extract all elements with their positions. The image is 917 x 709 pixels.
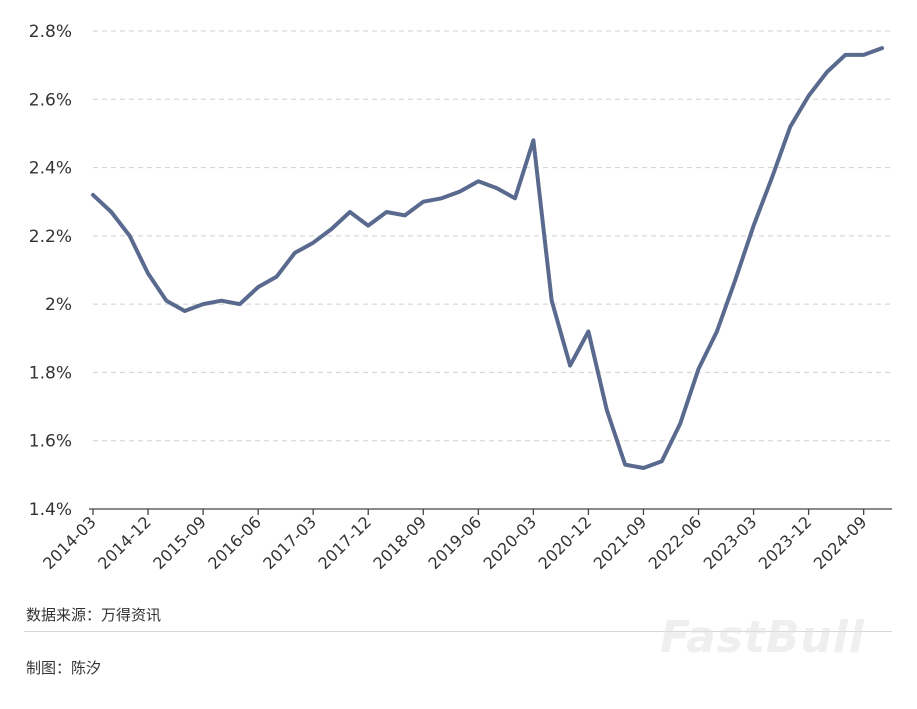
series-line: [91, 46, 884, 470]
y-tick-label: 2.6%: [29, 90, 72, 110]
x-tick-label: 2015-09: [149, 512, 210, 573]
x-tick-label: 2014-03: [39, 512, 100, 573]
x-axis: 2014-032014-122015-092016-062017-032017-…: [39, 509, 870, 573]
x-tick-label: 2016-06: [204, 512, 265, 573]
y-tick-label: 2%: [45, 295, 72, 315]
x-tick-label: 2019-06: [424, 512, 485, 573]
y-axis: 1.4% 1.6% 1.8% 2% 2.2% 2.4% 2.6% 2.8%: [29, 22, 72, 520]
x-tick-label: 2014-12: [94, 512, 155, 573]
chart-author: 制图：陈汐: [26, 659, 102, 677]
y-tick-label: 2.4%: [29, 159, 72, 179]
grid-lines: [93, 30, 892, 442]
y-tick-label: 1.6%: [29, 432, 72, 452]
y-tick-label: 1.4%: [29, 500, 72, 520]
line-chart: 1.4%1.6%1.8%2%2.2%2.4%2.6%2.8% 2014-0320…: [29, 22, 892, 573]
x-tick-label: 2024-09: [810, 512, 871, 573]
x-tick-label: 2017-12: [314, 512, 375, 573]
x-tick-label: 2023-12: [755, 512, 816, 573]
x-tick-label: 2020-03: [479, 512, 540, 573]
x-tick-label: 2022-06: [645, 512, 706, 573]
y-tick-label: 1.8%: [29, 363, 72, 383]
watermark-logo: FastBull: [660, 612, 865, 663]
y-tick-label: 2.2%: [29, 227, 72, 247]
x-tick-label: 2021-09: [590, 512, 651, 573]
footer-divider: [24, 631, 892, 632]
data-source: 数据来源：万得资讯: [26, 606, 162, 624]
series: [91, 46, 884, 470]
y-tick-label: 2.8%: [29, 22, 72, 42]
x-tick-label: 2023-03: [700, 512, 761, 573]
x-tick-label: 2020-12: [535, 512, 596, 573]
x-tick-label: 2018-09: [369, 512, 430, 573]
x-tick-label: 2017-03: [259, 512, 320, 573]
